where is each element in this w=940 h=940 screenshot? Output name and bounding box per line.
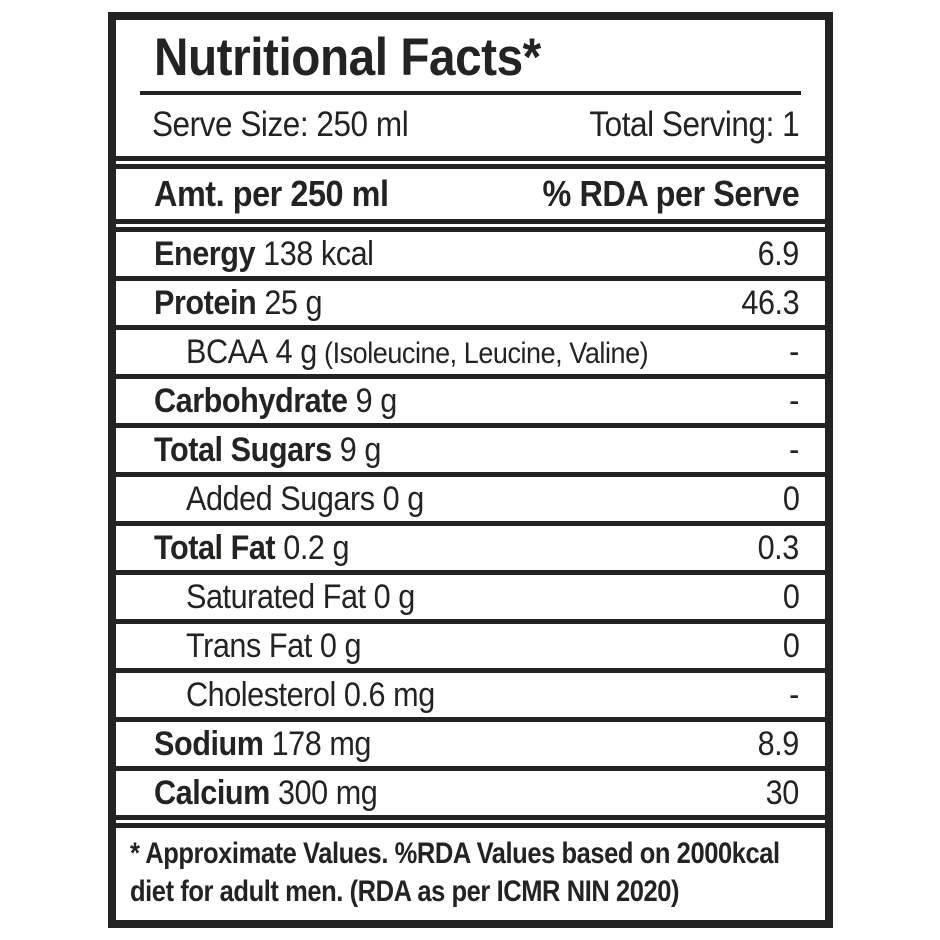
column-header-row: Amt. per 250 ml % RDA per Serve <box>116 169 825 219</box>
table-row: Sodium 178 mg 8.9 <box>116 717 825 766</box>
rda-value: - <box>789 332 799 371</box>
rda-value: - <box>789 430 799 469</box>
rda-value: - <box>789 675 799 714</box>
row-label-cell: Total Fat 0.2 g <box>154 529 371 568</box>
section-divider <box>116 815 825 828</box>
nutrient-amount: 0 g <box>373 577 416 616</box>
nutrient-name: Carbohydrate <box>154 381 348 420</box>
row-value-cell: 0 <box>781 578 799 617</box>
table-row: Trans Fat 0 g 0 <box>116 619 825 668</box>
rda-value: - <box>789 381 799 420</box>
nutrition-label: Nutritional Facts* Serve Size: 250 ml To… <box>108 12 833 928</box>
rda-value: 0 <box>782 577 799 616</box>
row-value-cell: 0.3 <box>753 528 800 568</box>
total-serving-label: Total Serving: 1 <box>589 105 799 144</box>
rows-zone: Energy 138 kcal 6.9 Protein 25 g 46.3 BCAA… <box>116 232 825 815</box>
footnote-line-1: * Approximate Values. %RDA Values based … <box>130 837 780 870</box>
row-value-cell: 46.3 <box>735 284 799 323</box>
nutrient-name: Calcium <box>154 773 270 812</box>
nutrient-amount: 138 kcal <box>263 234 374 273</box>
row-label-cell: Protein 25 g <box>154 284 341 323</box>
nutrient-amount: 0.2 g <box>283 528 350 567</box>
table-row: Saturated Fat 0 g 0 <box>116 570 825 619</box>
table-row: Carbohydrate 9 g - <box>116 374 825 423</box>
nutrient-note: (Isoleucine, Leucine, Valine) <box>324 336 649 370</box>
nutrient-name: Cholesterol <box>186 675 336 714</box>
column-header-amount: Amt. per 250 ml <box>154 173 389 214</box>
column-header-rda: % RDA per Serve <box>542 173 799 214</box>
rda-value: 0 <box>782 479 799 518</box>
rda-value: 6.9 <box>757 234 800 273</box>
rda-value: 30 <box>765 773 800 812</box>
table-row: BCAA 4 g (Isoleucine, Leucine, Valine) - <box>116 325 825 374</box>
label-title: Nutritional Facts* <box>154 28 801 88</box>
nutrient-name: Trans Fat <box>186 626 312 665</box>
serve-row: Serve Size: 250 ml Total Serving: 1 <box>140 100 801 150</box>
nutrient-name: Total Sugars <box>154 430 332 469</box>
nutrient-name: Added Sugars <box>186 479 375 518</box>
row-label-cell: Calcium 300 mg <box>154 774 402 813</box>
nutrient-amount: 300 mg <box>277 773 378 812</box>
nutrient-amount: 25 g <box>264 283 323 322</box>
row-value-cell: 6.9 <box>753 234 800 274</box>
nutrient-name: Total Fat <box>154 528 276 567</box>
table-row: Calcium 300 mg 30 <box>116 766 825 815</box>
nutrient-name: Energy <box>154 234 256 273</box>
nutrient-amount: 4 g <box>275 332 318 371</box>
row-label-cell: Energy 138 kcal <box>154 235 398 274</box>
nutrient-amount: 0.6 mg <box>343 675 435 714</box>
nutrient-amount: 9 g <box>355 381 398 420</box>
title-underline <box>140 91 801 95</box>
row-value-cell: - <box>788 676 799 715</box>
nutrient-name: Protein <box>154 283 257 322</box>
row-label-cell: Cholesterol 0.6 mg <box>186 676 462 715</box>
rda-value: 46.3 <box>741 283 799 322</box>
table-row: Added Sugars 0 g 0 <box>116 472 825 521</box>
row-value-cell: - <box>788 333 799 372</box>
section-divider <box>116 156 825 169</box>
row-value-cell: 30 <box>762 773 800 813</box>
rda-value: 0 <box>782 626 799 665</box>
row-value-cell: - <box>788 431 799 470</box>
label-title-text: Nutritional Facts* <box>154 28 541 87</box>
nutrient-name: Sodium <box>154 724 264 763</box>
nutrient-name: BCAA <box>186 332 268 371</box>
nutrient-amount: 0 g <box>319 626 362 665</box>
footnote-line-2: diet for adult men. (RDA as per ICMR NIN… <box>130 875 680 908</box>
row-label-cell: Carbohydrate 9 g <box>154 382 424 421</box>
row-label-cell: Sodium 178 mg <box>154 725 395 764</box>
row-value-cell: 0 <box>781 480 799 519</box>
table-row: Energy 138 kcal 6.9 <box>116 232 825 276</box>
row-label-cell: BCAA 4 g (Isoleucine, Leucine, Valine) <box>186 333 700 372</box>
table-row: Total Fat 0.2 g 0.3 <box>116 521 825 570</box>
row-value-cell: 0 <box>781 627 799 666</box>
rda-value: 8.9 <box>757 724 800 763</box>
row-label-cell: Saturated Fat 0 g <box>186 578 440 617</box>
label-header: Nutritional Facts* Serve Size: 250 ml To… <box>116 20 825 156</box>
nutrient-amount: 9 g <box>339 430 382 469</box>
nutrient-name: Saturated Fat <box>186 577 366 616</box>
table-row: Cholesterol 0.6 mg - <box>116 668 825 717</box>
nutrient-amount: 178 mg <box>271 724 372 763</box>
serve-size-label: Serve Size: 250 ml <box>152 105 409 144</box>
row-label-cell: Trans Fat 0 g <box>186 627 380 666</box>
rda-value: 0.3 <box>757 528 800 567</box>
footnote: * Approximate Values. %RDA Values based … <box>116 828 825 920</box>
row-label-cell: Added Sugars 0 g <box>186 480 450 519</box>
nutrient-amount: 0 g <box>382 479 425 518</box>
row-label-cell: Total Sugars 9 g <box>154 431 406 470</box>
section-divider <box>116 219 825 232</box>
row-value-cell: 8.9 <box>753 724 800 764</box>
row-value-cell: - <box>788 382 799 421</box>
table-row: Total Sugars 9 g - <box>116 423 825 472</box>
table-row: Protein 25 g 46.3 <box>116 276 825 325</box>
